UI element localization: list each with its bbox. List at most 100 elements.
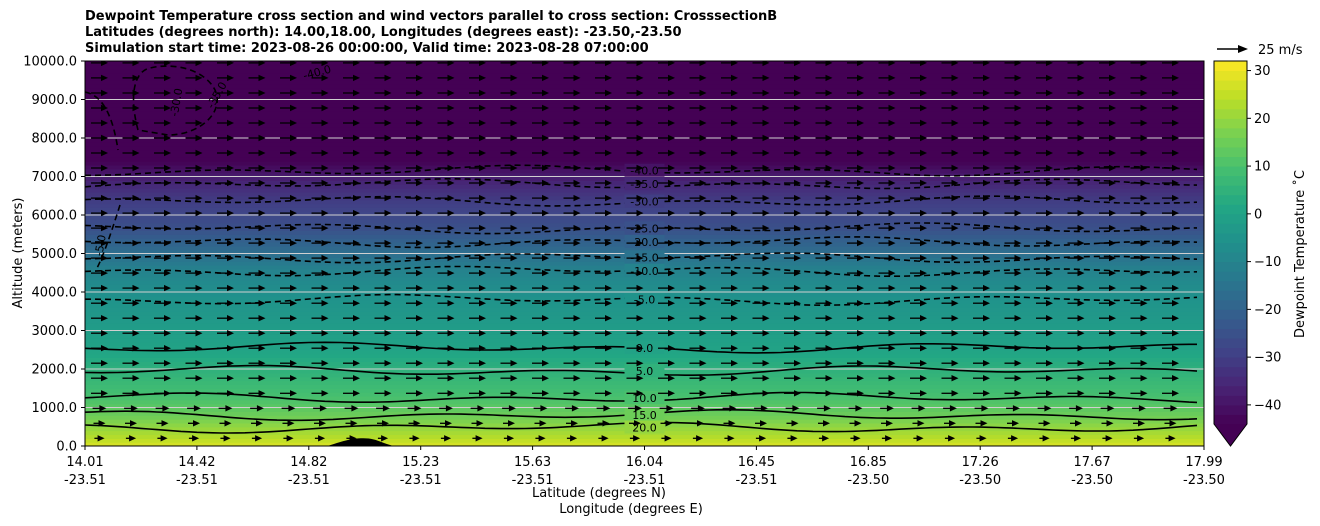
wind-arrow-head [542, 375, 549, 382]
wind-arrow-head [697, 420, 704, 427]
wind-arrow-head [132, 89, 140, 97]
wind-arrow-head [321, 104, 329, 112]
wind-arrow-head [699, 390, 707, 397]
wind-arrow-head [101, 149, 108, 157]
wind-arrow-head [353, 224, 360, 232]
wind-arrow-head [636, 360, 644, 367]
fill-band [85, 149, 1204, 154]
wind-arrow-head [510, 74, 518, 82]
wind-arrow-head [384, 134, 392, 142]
wind-arrow-head [699, 164, 707, 172]
wind-arrow-head [888, 390, 896, 397]
wind-arrow-head [794, 375, 801, 382]
wind-arrow-head [542, 239, 549, 247]
wind-arrow-head [195, 164, 203, 172]
wind-arrow-head [1172, 254, 1179, 262]
fill-band [85, 122, 1204, 128]
wind-arrow-head [132, 134, 140, 142]
wind-arrow-head [983, 330, 990, 337]
wind-arrow-head [825, 74, 833, 82]
wind-arrow-head [951, 119, 959, 127]
fill-band [85, 326, 1204, 332]
wind-arrow-head [668, 209, 675, 217]
wind-arrow-head [164, 119, 171, 127]
wind-arrow-head [290, 104, 297, 112]
wind-arrow-head [132, 149, 140, 157]
wind-arrow-head [794, 269, 801, 277]
y-tick-label: 8000.0 [32, 132, 78, 147]
wind-arrow-head [479, 224, 486, 232]
wind-arrow-head [1109, 104, 1116, 112]
wind-arrow-head [636, 254, 644, 262]
wind-arrow-head [762, 375, 770, 382]
wind-arrow-head [571, 420, 578, 427]
wind-arrow-head [699, 300, 707, 307]
wind-arrow-head [951, 269, 959, 277]
wind-arrow-head [1014, 194, 1022, 202]
wind-arrow-head [794, 239, 801, 247]
wind-arrow-head [256, 405, 264, 412]
wind-arrow-head [573, 330, 581, 337]
wind-arrow-head [479, 61, 486, 67]
wind-arrow-head [825, 269, 833, 277]
wind-arrow-head [857, 269, 864, 277]
wind-arrow-head [1109, 390, 1116, 397]
wind-arrow-head [101, 360, 108, 367]
fill-band [85, 353, 1204, 359]
wind-arrow-head [668, 89, 675, 97]
wind-arrow-head [479, 330, 486, 337]
wind-arrow-head [1046, 284, 1053, 292]
wind-arrow-head [888, 269, 896, 277]
wind-arrow-head [132, 209, 140, 217]
wind-arrow-head [132, 104, 140, 112]
wind-arrow-head [983, 194, 990, 202]
x-tick-label-lat: 14.42 [178, 455, 215, 470]
wind-arrow-head [447, 104, 455, 112]
wind-arrow-head [573, 119, 581, 127]
wind-arrow-head [1077, 284, 1085, 292]
wind-arrow-head [539, 420, 547, 427]
wind-arrow-head [983, 149, 990, 157]
wind-arrow-head [479, 254, 486, 262]
wind-arrow-head [510, 61, 518, 67]
wind-arrow-head [286, 435, 294, 442]
wind-arrow-head [1077, 134, 1085, 142]
wind-arrow-head [195, 179, 203, 187]
wind-arrow-head [794, 194, 801, 202]
wind-arrow-head [1046, 300, 1053, 307]
wind-arrow-head [195, 345, 203, 352]
wind-arrow-head [479, 345, 486, 352]
wind-arrow-head [101, 284, 108, 292]
colorbar-step [1214, 61, 1247, 72]
wind-arrow-head [920, 104, 927, 112]
wind-arrow-head [195, 119, 203, 127]
contour-label: -5.0 [92, 234, 109, 257]
wind-arrow-head [825, 119, 833, 127]
contour-label: -30.0 [630, 196, 658, 209]
wind-arrow-head [1140, 74, 1148, 82]
wind-arrow-head [321, 134, 329, 142]
wind-arrow-head [1077, 224, 1085, 232]
wind-arrow-head [573, 284, 581, 292]
wind-arrow-head [479, 104, 486, 112]
wind-arrow-head [888, 61, 896, 67]
wind-arrow-head [258, 149, 266, 157]
wind-arrow-head [951, 134, 959, 142]
wind-arrow-head [983, 61, 990, 67]
wind-arrow-head [951, 104, 959, 112]
wind-arrow-head [1172, 149, 1179, 157]
wind-arrow-head [1140, 134, 1148, 142]
wind-arrow-head [1140, 119, 1148, 127]
wind-arrow-head [888, 194, 896, 202]
wind-arrow-head [731, 209, 738, 217]
wind-arrow-head [1046, 360, 1053, 367]
wind-arrow-head [318, 435, 326, 442]
colorbar-step [1214, 376, 1247, 387]
wind-arrow-head [1109, 119, 1116, 127]
wind-arrow-head [164, 375, 171, 382]
wind-arrow-head [384, 74, 392, 82]
wind-arrow-head [857, 239, 864, 247]
contour-line-loop [132, 65, 218, 136]
fill-band [85, 284, 1204, 289]
wind-arrow-head [542, 300, 549, 307]
